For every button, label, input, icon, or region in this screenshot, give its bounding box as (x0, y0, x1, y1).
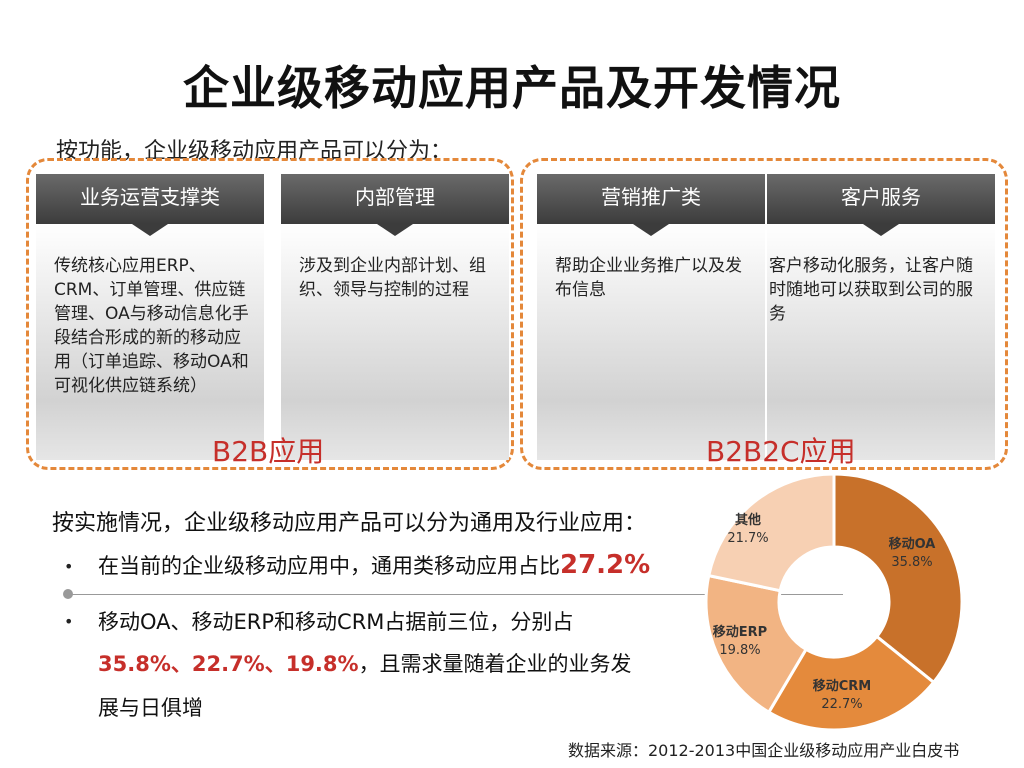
card-marketing: 营销推广类 帮助企业业务推广以及发布信息 (537, 174, 765, 460)
top-three-values: 35.8%、22.7%、19.8% (98, 652, 359, 676)
divider-line (68, 594, 843, 595)
card-body (281, 224, 509, 460)
bullet-top-three-line1: 移动OA、移动ERP和移动CRM占据前三位，分别占 (98, 610, 574, 634)
bullet-top-three-line2: 35.8%、22.7%、19.8%，且需求量随着企业的业务发 (98, 648, 632, 678)
donut-slice (704, 573, 809, 715)
donut-slice (766, 634, 936, 732)
card-body (537, 224, 765, 460)
card-description: 客户移动化服务，让客户随时随地可以获取到公司的服务 (769, 256, 973, 324)
bullet-top-three-line3: 展与日俱增 (98, 696, 203, 720)
general-share-value: 27.2% (560, 550, 651, 580)
slice-name-label: 移动ERP (713, 624, 767, 640)
card-title: 业务运营支撑类 (36, 174, 264, 224)
card-title: 内部管理 (281, 174, 509, 224)
card-arrow (132, 224, 168, 236)
card-description: 传统核心应用ERP、CRM、订单管理、供应链管理、OA与移动信息化手段结合形成的… (54, 256, 249, 396)
donut-slice (832, 472, 964, 685)
donut-chart: 移动OA 35.8% 移动CRM 22.7% 移动ERP 19.8% 其他 21.7% (704, 472, 964, 732)
implementation-paragraph: 按实施情况，企业级移动应用产品可以分为通用及行业应用： (52, 511, 647, 536)
bullet-text: ，且需求量随着企业的业务发 (358, 652, 632, 676)
card-body (36, 224, 264, 460)
donut-slice (706, 472, 836, 593)
slice-name-label: 其他 (735, 512, 761, 528)
slice-value-label: 35.8% (891, 555, 932, 570)
card-body (767, 224, 995, 460)
bullet-marker: • (64, 612, 74, 631)
data-source: 数据来源：2012-2013中国企业级移动应用产业白皮书 (568, 741, 960, 760)
slice-value-label: 19.8% (719, 643, 760, 658)
card-arrow (863, 224, 899, 236)
slice-value-label: 21.7% (727, 531, 768, 546)
group-b2b2c (520, 158, 1008, 470)
card-arrow (633, 224, 669, 236)
card-arrow (377, 224, 413, 236)
group-label-b2b2c: B2B2C应用 (706, 435, 856, 468)
card-description: 帮助企业业务推广以及发布信息 (555, 256, 742, 300)
slide-title: 企业级移动应用产品及开发情况 (183, 61, 841, 115)
bullet-text: 在当前的企业级移动应用中，通用类移动应用占比 (98, 554, 560, 578)
bullet-marker: • (64, 557, 74, 576)
card-title: 营销推广类 (537, 174, 765, 224)
slice-name-label: 移动CRM (813, 678, 872, 694)
card-title: 客户服务 (767, 174, 995, 224)
slice-value-label: 22.7% (821, 697, 862, 712)
bullet-general-share: 在当前的企业级移动应用中，通用类移动应用占比27.2% (98, 550, 650, 580)
group-label-b2b: B2B应用 (212, 435, 325, 468)
slice-name-label: 移动OA (889, 536, 936, 552)
card-customer-service: 客户服务 客户移动化服务，让客户随时随地可以获取到公司的服务 (767, 174, 995, 460)
group-b2b (26, 158, 514, 470)
card-internal-management: 内部管理 涉及到企业内部计划、组织、领导与控制的过程 (281, 174, 509, 460)
card-business-support: 业务运营支撑类 传统核心应用ERP、CRM、订单管理、供应链管理、OA与移动信息… (36, 174, 264, 460)
card-description: 涉及到企业内部计划、组织、领导与控制的过程 (299, 256, 486, 300)
divider-dot (63, 589, 73, 599)
